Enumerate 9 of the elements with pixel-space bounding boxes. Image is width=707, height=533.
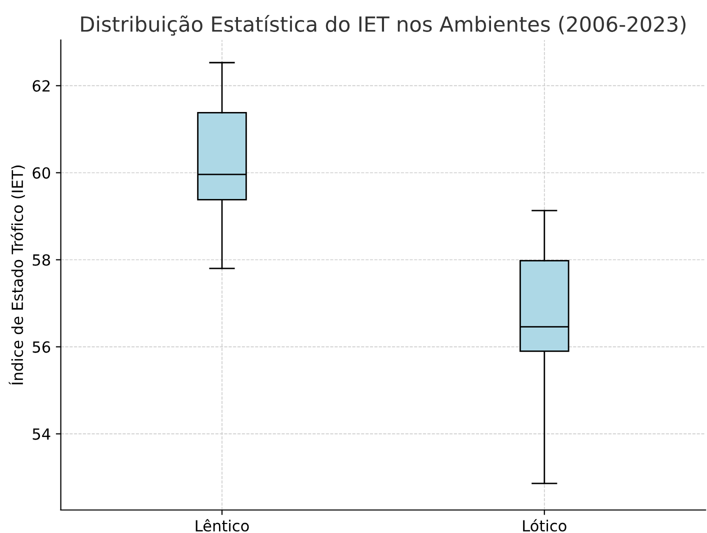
- y-tick-label: 54: [32, 428, 50, 440]
- chart-title: Distribuição Estatística do IET nos Ambientes (2006-2023): [81, 15, 686, 36]
- y-tick-label: 56: [32, 341, 50, 353]
- y-axis-title: Índice de Estado Trófico (IET): [8, 166, 25, 385]
- y-tick-label: 58: [32, 254, 50, 266]
- x-tick-label: Lótico: [523, 519, 566, 532]
- x-tick-label: Lêntico: [196, 519, 249, 532]
- y-tick-label: 62: [32, 80, 50, 92]
- y-tick-label: 60: [32, 167, 50, 179]
